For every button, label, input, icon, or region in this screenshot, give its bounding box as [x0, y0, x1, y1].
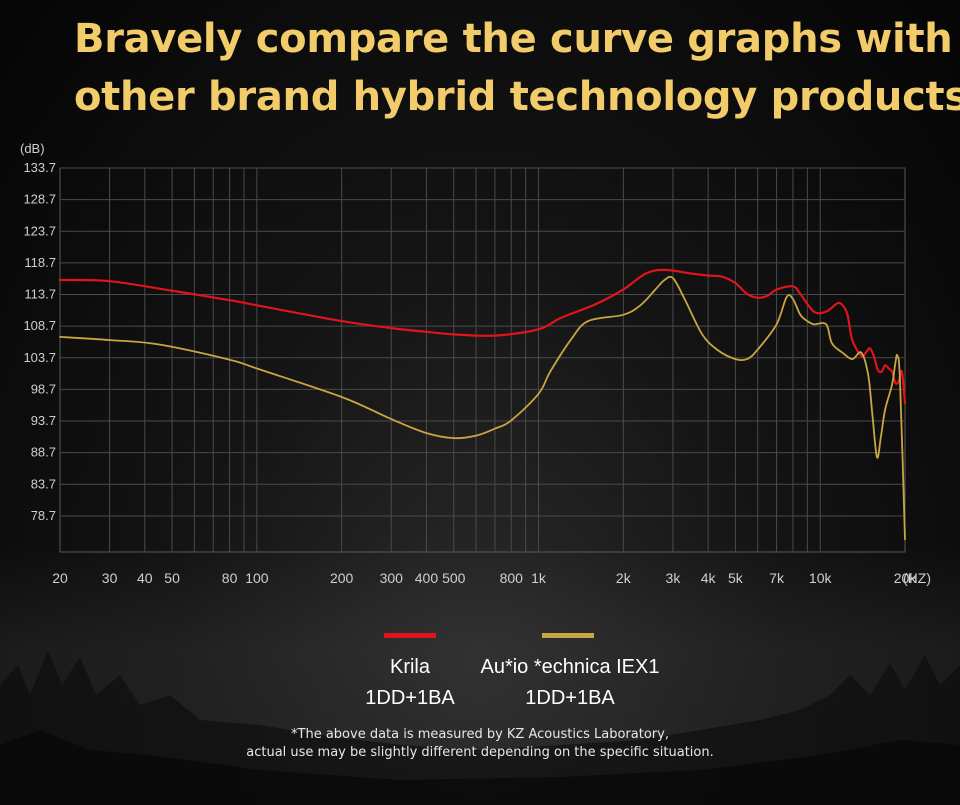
x-tick-label: 500: [442, 570, 466, 586]
y-tick-label: 103.7: [23, 350, 56, 365]
headline-line1: Bravely compare the curve graphs with: [74, 16, 953, 62]
series-line-krila: [58, 268, 907, 405]
y-tick-label: 88.7: [31, 445, 56, 460]
x-tick-label: 50: [164, 570, 180, 586]
x-tick-labels: 20 30 40 50 80 100 200 300 400 500 800 1k 2k 3k 4k 5k 7k…: [52, 570, 931, 586]
legend-swatch-iex1: [542, 633, 594, 638]
disclaimer-line1: *The above data is measured by KZ Acoust…: [291, 727, 669, 742]
x-tick-label: 80: [222, 570, 238, 586]
x-tick-label: 30: [102, 570, 118, 586]
chart-grid: [59, 167, 906, 553]
y-tick-label: 83.7: [31, 476, 56, 491]
x-tick-label: 300: [380, 570, 404, 586]
y-tick-label: 98.7: [31, 381, 56, 396]
y-tick-label: 118.7: [24, 255, 56, 270]
x-tick-label: 3k: [666, 570, 682, 586]
x-tick-label: 10k: [809, 570, 833, 586]
frequency-response-chart: 133.7 128.7 123.7 118.7 113.7 108.7 103.7 98.7 9…: [20, 141, 931, 586]
x-axis-unit: (HZ): [903, 570, 931, 586]
y-tick-labels: 133.7 128.7 123.7 118.7 113.7 108.7 103.7 98.7 9…: [23, 160, 56, 523]
x-tick-label: 20k: [894, 570, 918, 586]
forest-silhouette: [0, 650, 960, 805]
x-tick-label: 5k: [728, 570, 744, 586]
y-tick-label: 123.7: [23, 223, 56, 238]
x-tick-label: 7k: [769, 570, 785, 586]
x-tick-label: 100: [245, 570, 269, 586]
x-tick-label: 2k: [616, 570, 632, 586]
y-tick-label: 133.7: [23, 160, 56, 175]
y-tick-label: 113.7: [24, 287, 56, 302]
y-tick-label: 78.7: [31, 508, 56, 523]
x-tick-label: 800: [500, 570, 524, 586]
legend-iex1-name: Au*io *echnica IEX1: [480, 656, 660, 678]
legend-iex1-config: 1DD+1BA: [525, 687, 615, 709]
disclaimer-note: *The above data is measured by KZ Acoust…: [0, 726, 960, 762]
legend-swatch-krila: [384, 633, 436, 638]
legend-label-krila: Krila 1DD+1BA: [330, 652, 490, 714]
legend-krila-name: Krila: [389, 656, 430, 678]
disclaimer-line2: actual use may be slightly different dep…: [246, 745, 714, 760]
headline: Bravely compare the curve graphs with ot…: [74, 10, 960, 126]
x-tick-label: 200: [330, 570, 354, 586]
legend-label-iex1: Au*io *echnica IEX1 1DD+1BA: [465, 652, 675, 714]
series-lines: [58, 268, 907, 541]
headline-line2: other brand hybrid technology products.: [74, 74, 960, 120]
y-axis-unit: (dB): [20, 141, 45, 156]
series-line-iex1: [59, 275, 906, 541]
legend-krila-config: 1DD+1BA: [365, 687, 455, 709]
x-tick-label: 4k: [701, 570, 717, 586]
y-tick-label: 93.7: [31, 413, 56, 428]
x-tick-label: 400: [415, 570, 439, 586]
x-tick-label: 40: [137, 570, 153, 586]
y-tick-label: 128.7: [23, 192, 56, 207]
y-tick-label: 108.7: [23, 318, 56, 333]
x-tick-label: 1k: [531, 570, 547, 586]
plot-frame: [59, 167, 906, 553]
x-tick-label: 20: [52, 570, 68, 586]
